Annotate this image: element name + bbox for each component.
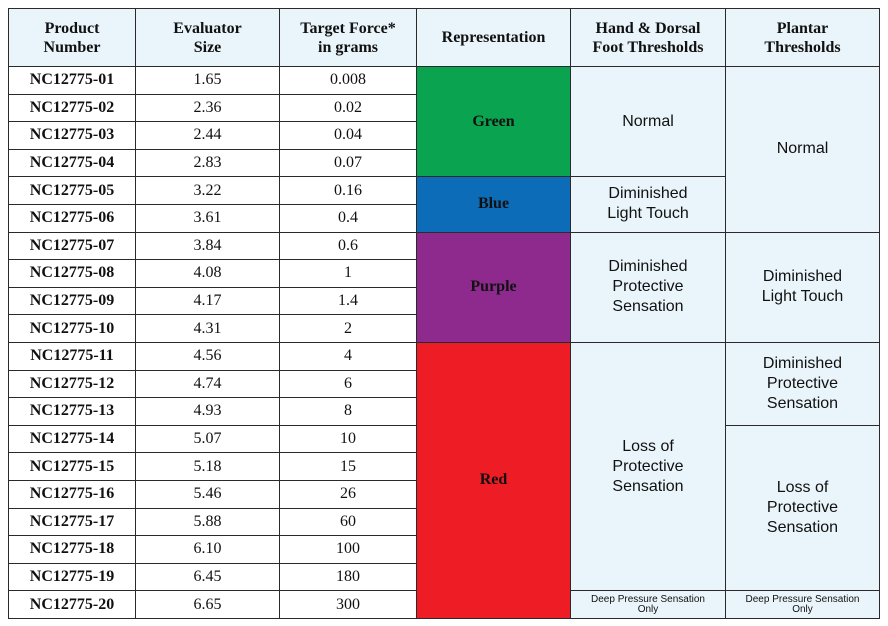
product-number-cell: NC12775-01: [8, 66, 136, 95]
product-number-cell: NC12775-05: [8, 176, 136, 205]
product-number-cell: NC12775-11: [8, 341, 136, 371]
representation-red: Red: [416, 341, 571, 619]
target-force-cell: 100: [279, 535, 417, 564]
product-number-cell: NC12775-18: [8, 535, 136, 564]
evaluator-size-cell: 1.65: [135, 66, 280, 95]
target-force-cell: 0.04: [279, 121, 417, 150]
header-hand-dorsal-thresholds: Hand & Dorsal Foot Thresholds: [570, 8, 726, 67]
hand-threshold-diminished-protective: Diminished Protective Sensation: [570, 231, 726, 343]
table-row: NC12775-13 4.93 8: [8, 397, 880, 426]
target-force-cell: 15: [279, 452, 417, 481]
evaluator-size-cell: 4.74: [135, 369, 280, 399]
evaluator-size-cell: 5.07: [135, 424, 280, 454]
hand-threshold-normal: Normal: [570, 65, 726, 178]
target-force-cell: 180: [279, 562, 417, 592]
target-force-cell: 26: [279, 479, 417, 509]
hand-threshold-deep-pressure: Deep Pressure Sensation Only: [570, 590, 726, 619]
target-force-cell: 300: [279, 590, 417, 619]
table-row: NC12775-16 5.46 26: [8, 479, 880, 509]
table-row: NC12775-15 5.18 15: [8, 452, 880, 481]
table-row: NC12775-14 5.07 10 Loss of Protective Se…: [8, 424, 880, 592]
product-number-cell: NC12775-15: [8, 452, 136, 481]
product-number-cell: NC12775-19: [8, 562, 136, 592]
evaluator-size-cell: 2.44: [135, 121, 280, 150]
header-plantar-thresholds: Plantar Thresholds: [725, 8, 880, 67]
evaluator-size-cell: 6.45: [135, 562, 280, 592]
representation-purple: Purple: [416, 231, 571, 343]
table-row: NC12775-20 6.65 300 Deep Pressure Sensat…: [8, 590, 880, 619]
evaluator-size-cell: 4.93: [135, 397, 280, 426]
product-number-cell: NC12775-09: [8, 286, 136, 316]
target-force-cell: 0.07: [279, 148, 417, 178]
product-number-cell: NC12775-06: [8, 203, 136, 233]
header-evaluator-size: Evaluator Size: [135, 8, 280, 67]
product-number-cell: NC12775-16: [8, 479, 136, 509]
representation-green: Green: [416, 65, 571, 178]
target-force-cell: 0.4: [279, 203, 417, 233]
representation-blue: Blue: [416, 176, 571, 233]
table-row: NC12775-02 2.36 0.02: [8, 93, 880, 123]
plantar-threshold-diminished-light-touch: Diminished Light Touch: [725, 231, 880, 343]
target-force-cell: 1: [279, 259, 417, 288]
plantar-threshold-deep-pressure: Deep Pressure Sensation Only: [725, 590, 880, 619]
product-number-cell: NC12775-08: [8, 259, 136, 288]
target-force-cell: 6: [279, 369, 417, 399]
table-row: NC12775-03 2.44 0.04: [8, 121, 880, 150]
evaluator-size-cell: 5.18: [135, 452, 280, 481]
evaluator-size-cell: 5.46: [135, 479, 280, 509]
product-number-cell: NC12775-12: [8, 369, 136, 399]
product-number-cell: NC12775-02: [8, 93, 136, 123]
header-target-force: Target Force* in grams: [279, 8, 417, 67]
table-row: NC12775-11 4.56 4 Red Loss of Protective…: [8, 341, 880, 619]
plantar-threshold-loss-protective: Loss of Protective Sensation: [725, 424, 880, 592]
header-product-number: Product Number: [8, 8, 136, 67]
product-number-cell: NC12775-03: [8, 121, 136, 150]
hand-threshold-diminished-light-touch: Diminished Light Touch: [570, 176, 726, 233]
evaluator-size-cell: 2.83: [135, 148, 280, 178]
table-row: NC12775-18 6.10 100: [8, 535, 880, 564]
table-row: NC12775-01 1.65 0.008 Green Normal Norma…: [8, 65, 880, 233]
evaluator-size-cell: 6.10: [135, 535, 280, 564]
table-row: NC12775-07 3.84 0.6 Purple Diminished Pr…: [8, 231, 880, 343]
target-force-cell: 10: [279, 424, 417, 454]
table-row: NC12775-10 4.31 2: [8, 314, 880, 343]
evaluator-size-cell: 2.36: [135, 93, 280, 123]
target-force-cell: 60: [279, 507, 417, 537]
product-number-cell: NC12775-13: [8, 397, 136, 426]
product-number-cell: NC12775-04: [8, 148, 136, 178]
evaluator-size-cell: 4.17: [135, 286, 280, 316]
target-force-cell: 0.6: [279, 231, 417, 261]
product-number-cell: NC12775-17: [8, 507, 136, 537]
evaluator-size-cell: 3.61: [135, 203, 280, 233]
table-row: NC12775-09 4.17 1.4: [8, 286, 880, 316]
target-force-cell: 4: [279, 341, 417, 371]
product-number-cell: NC12775-10: [8, 314, 136, 343]
plantar-threshold-normal: Normal: [725, 66, 880, 233]
product-number-cell: NC12775-14: [8, 424, 136, 454]
target-force-cell: 1.4: [279, 286, 417, 316]
target-force-cell: 0.16: [279, 176, 417, 205]
evaluator-size-cell: 3.22: [135, 176, 280, 205]
plantar-threshold-diminished-protective: Diminished Protective Sensation: [725, 341, 880, 426]
table-row: NC12775-05 3.22 0.16 Blue Diminished Lig…: [8, 176, 880, 233]
threshold-table: Product Number Evaluator Size Target For…: [8, 8, 880, 619]
target-force-cell: 8: [279, 397, 417, 426]
hand-threshold-loss-protective: Loss of Protective Sensation: [570, 341, 726, 592]
table-row: NC12775-04 2.83 0.07: [8, 148, 880, 178]
product-number-cell: NC12775-20: [8, 590, 136, 619]
header-representation: Representation: [416, 8, 571, 67]
evaluator-size-cell: 5.88: [135, 507, 280, 537]
evaluator-size-cell: 4.31: [135, 314, 280, 343]
product-number-cell: NC12775-07: [8, 231, 136, 261]
table-row: NC12775-12 4.74 6: [8, 369, 880, 399]
table-row: NC12775-19 6.45 180: [8, 562, 880, 592]
target-force-cell: 2: [279, 314, 417, 343]
evaluator-size-cell: 3.84: [135, 231, 280, 261]
target-force-cell: 0.008: [279, 66, 417, 95]
evaluator-size-cell: 4.56: [135, 341, 280, 371]
evaluator-size-cell: 4.08: [135, 259, 280, 288]
target-force-cell: 0.02: [279, 93, 417, 123]
header-row: Product Number Evaluator Size Target For…: [8, 8, 880, 67]
evaluator-size-cell: 6.65: [135, 590, 280, 619]
